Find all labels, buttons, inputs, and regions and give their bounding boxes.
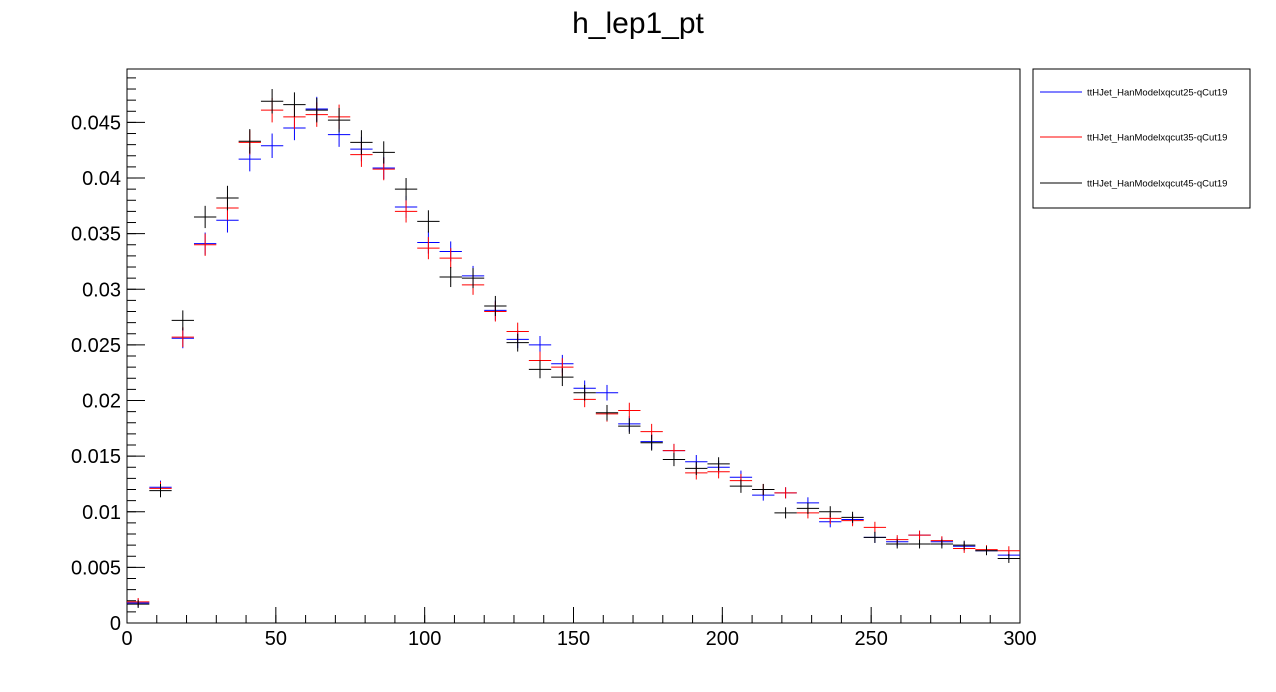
- data-point: [618, 418, 641, 434]
- data-point: [350, 130, 373, 155]
- data-point: [551, 368, 574, 387]
- data-point: [327, 107, 351, 133]
- x-tick-label: 200: [706, 628, 739, 650]
- data-point: [908, 530, 931, 540]
- data-point: [127, 600, 150, 608]
- y-tick-label: 0.03: [82, 279, 121, 301]
- y-tick-label: 0.005: [71, 557, 121, 579]
- data-point: [439, 248, 462, 269]
- data-point: [573, 384, 596, 401]
- data-point: [171, 310, 194, 331]
- y-tick-label: 0.035: [71, 224, 121, 246]
- data-point: [863, 521, 887, 533]
- data-point: [372, 141, 395, 164]
- y-tick-label: 0.045: [71, 112, 121, 134]
- data-point: [930, 539, 954, 549]
- data-point: [953, 540, 976, 550]
- data-point: [796, 502, 820, 514]
- data-point: [394, 200, 418, 223]
- data-point: [506, 333, 529, 352]
- data-point: [417, 236, 440, 260]
- x-tick-label: 0: [121, 628, 132, 650]
- data-point: [841, 511, 864, 523]
- data-point: [260, 89, 284, 114]
- data-point: [752, 483, 775, 496]
- data-point: [863, 531, 887, 543]
- y-tick-label: 0.025: [71, 335, 121, 357]
- data-point: [774, 487, 797, 499]
- data-point: [238, 129, 261, 154]
- series-layer: [127, 89, 1020, 608]
- y-tick-label: 0.015: [71, 446, 121, 468]
- y-tick-label: 0.02: [82, 391, 121, 413]
- data-point: [216, 185, 239, 211]
- data-point: [283, 92, 306, 117]
- data-point: [595, 384, 619, 401]
- data-point: [260, 133, 284, 158]
- x-tick-label: 150: [557, 628, 590, 650]
- data-point: [662, 452, 686, 467]
- x-tick-label: 100: [408, 628, 441, 650]
- data-point: [394, 178, 418, 201]
- data-point: [774, 507, 797, 519]
- chart-title: h_lep1_pt: [572, 7, 704, 40]
- data-point: [484, 295, 507, 316]
- data-point: [997, 554, 1020, 563]
- data-point: [975, 546, 998, 556]
- x-tick-label: 50: [265, 628, 287, 650]
- data-point: [618, 402, 641, 419]
- y-tick-label: 0: [110, 613, 121, 635]
- legend-label: ttHJet_HanModelxqcut35-qCut19: [1087, 133, 1227, 144]
- y-tick-label: 0.04: [82, 168, 121, 190]
- data-point: [908, 539, 931, 549]
- data-point: [528, 360, 552, 379]
- data-point: [149, 483, 172, 498]
- data-point: [305, 97, 328, 123]
- legend: ttHJet_HanModelxqcut25-qCut19 ttHJet_HanM…: [1032, 68, 1251, 209]
- data-point: [417, 210, 440, 233]
- data-point: [595, 404, 619, 421]
- axes: 0 0.005 0.01 0.015 0.02 0.025 0.03 0.035 0.04 0.0…: [71, 77, 1037, 650]
- data-point: [707, 457, 730, 471]
- x-tick-label: 250: [854, 628, 887, 650]
- data-point: [685, 461, 708, 476]
- series-2: [127, 89, 1020, 608]
- legend-label: ttHJet_HanModelxqcut45-qCut19: [1087, 179, 1227, 190]
- data-point: [819, 506, 842, 518]
- legend-label: ttHJet_HanModelxqcut25-qCut19: [1087, 88, 1227, 99]
- data-point: [193, 233, 217, 256]
- x-tick-label: 300: [1003, 628, 1036, 650]
- data-point: [997, 546, 1020, 556]
- data-point: [439, 267, 462, 288]
- data-point: [193, 205, 217, 229]
- data-point: [461, 268, 485, 289]
- y-tick-label: 0.01: [82, 502, 121, 524]
- data-point: [886, 539, 909, 549]
- data-point: [729, 479, 753, 493]
- data-point: [640, 434, 663, 451]
- data-point: [528, 335, 552, 354]
